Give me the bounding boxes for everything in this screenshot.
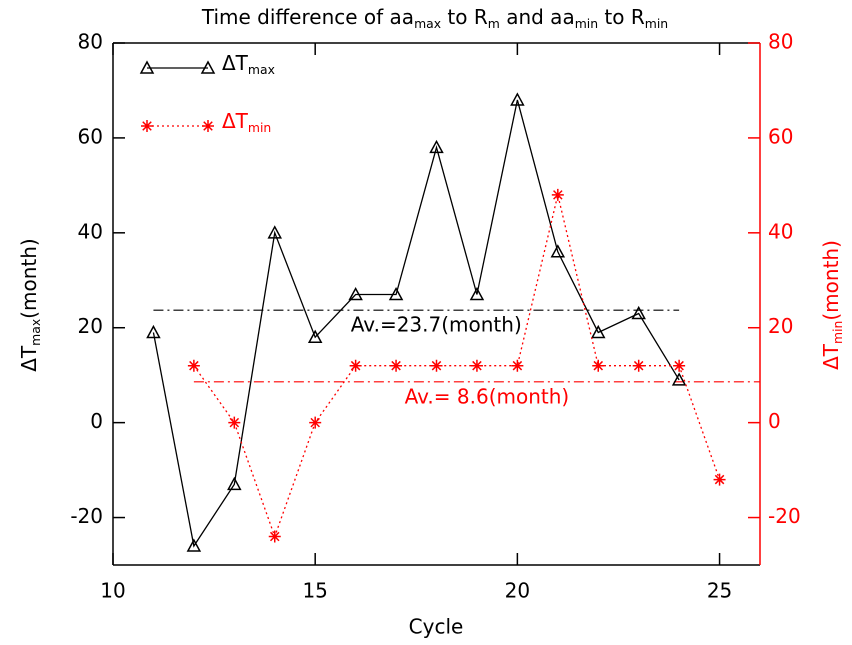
asterisk-marker <box>390 359 403 372</box>
asterisk-marker <box>592 359 605 372</box>
subscript: min <box>575 16 598 31</box>
triangle-marker <box>510 92 525 106</box>
legend-marker <box>141 120 153 132</box>
triangle-marker <box>267 225 283 239</box>
triangle-marker <box>388 286 404 301</box>
rich-text: Time difference of aamax to Rm and aamin… <box>201 5 668 31</box>
y-tick-label: 0 <box>90 409 103 433</box>
asterisk-marker <box>430 359 443 372</box>
x-tick-label: 25 <box>707 579 732 603</box>
triangle-marker <box>146 324 161 339</box>
triangle-marker <box>671 372 687 386</box>
legend-marker <box>200 60 216 74</box>
text-part: to R <box>441 5 488 29</box>
legend-marker <box>139 60 155 74</box>
y2-tick-label: 40 <box>768 219 793 243</box>
y2-tick-label: -20 <box>768 504 801 528</box>
average-label: Av.= 8.6(month) <box>405 384 570 408</box>
subscript: min <box>830 321 845 344</box>
legend-marker <box>202 120 214 132</box>
triangle-marker <box>348 286 363 301</box>
triangle-marker <box>590 324 606 339</box>
series-line <box>193 194 721 539</box>
rich-text: ΔTmax <box>222 51 275 77</box>
text-part: ΔT <box>222 51 249 75</box>
average-label: Av.=23.7(month) <box>351 313 522 337</box>
text-part: ΔT <box>222 109 249 133</box>
y-tick-label: 20 <box>78 314 103 338</box>
y-tick-label: -20 <box>70 504 103 528</box>
asterisk-marker <box>551 188 564 201</box>
triangle-marker <box>469 286 485 301</box>
text-part: to R <box>598 5 645 29</box>
y-tick-label: 60 <box>78 124 103 148</box>
subscript: min <box>645 16 668 31</box>
y2-tick-label: 80 <box>768 30 793 54</box>
triangle-marker <box>631 305 646 320</box>
x-tick-label: 20 <box>505 579 530 603</box>
asterisk-marker <box>713 473 726 486</box>
asterisk-marker <box>268 530 281 543</box>
asterisk-marker <box>228 416 241 429</box>
subscript: m <box>488 16 500 31</box>
triangle-marker <box>227 476 242 491</box>
subscript: max <box>414 16 441 31</box>
asterisk-marker <box>511 359 524 372</box>
asterisk-marker <box>349 359 362 372</box>
triangle-marker <box>186 538 202 552</box>
subscript: max <box>248 62 275 77</box>
asterisk-marker <box>673 359 686 372</box>
text-part: Time difference of aa <box>201 5 414 29</box>
text-part: (month) <box>819 240 843 321</box>
asterisk-marker <box>309 416 322 429</box>
y2-tick-label: 0 <box>768 409 781 433</box>
y-tick-label: 40 <box>78 219 103 243</box>
asterisk-marker <box>632 359 645 372</box>
rich-text: ΔTmax(month) <box>17 238 43 371</box>
text-part: ΔT <box>17 345 41 372</box>
rich-text: ΔTmin(month) <box>819 240 845 370</box>
triangle-marker <box>307 329 323 343</box>
rich-text: ΔTmin <box>222 109 271 135</box>
y-tick-label: 80 <box>78 30 103 54</box>
x-tick-label: 10 <box>100 579 125 603</box>
asterisk-marker <box>187 359 200 372</box>
asterisk-marker <box>470 359 483 372</box>
y2-tick-label: 20 <box>768 314 793 338</box>
text-part: (month) <box>17 238 41 319</box>
y2-tick-label: 60 <box>768 124 793 148</box>
subscript: min <box>248 120 271 135</box>
triangle-marker <box>429 139 444 154</box>
triangle-marker <box>550 244 566 258</box>
text-part: and aa <box>500 5 575 29</box>
subscript: max <box>28 319 43 346</box>
x-axis-label: Cycle <box>409 615 464 639</box>
x-tick-label: 15 <box>302 579 327 603</box>
text-part: ΔT <box>819 343 843 370</box>
